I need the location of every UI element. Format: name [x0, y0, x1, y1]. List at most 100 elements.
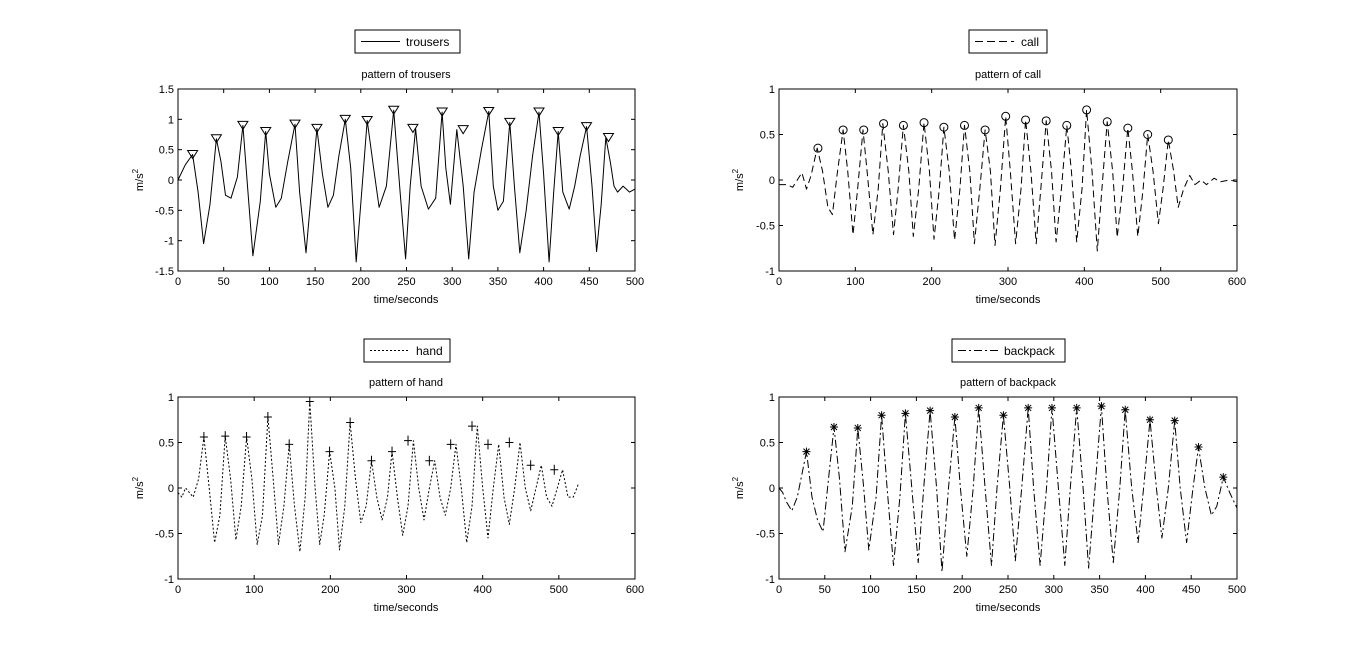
- x-tick-label: 0: [776, 584, 782, 596]
- peak-marker: [602, 133, 615, 143]
- x-tick-label: 500: [550, 584, 568, 596]
- peak-marker: [361, 116, 374, 126]
- legend: backpack: [951, 338, 1066, 363]
- chart-title: pattern of backpack: [960, 377, 1057, 389]
- peak-marker: [446, 439, 455, 450]
- y-tick-label: -0.5: [756, 221, 775, 233]
- x-axis-label: time/seconds: [976, 602, 1041, 614]
- peak-marker: [406, 123, 419, 134]
- peak-marker: [339, 114, 352, 125]
- x-tick-label: 0: [175, 276, 181, 288]
- peak-marker: [468, 421, 477, 432]
- x-tick-label: 0: [776, 276, 782, 288]
- peak-marker: [388, 446, 397, 457]
- peak-marker: [926, 406, 935, 415]
- peak-marker: [387, 105, 400, 116]
- legend-box: [354, 29, 461, 54]
- peak-marker: [802, 447, 811, 456]
- x-tick-label: 100: [260, 276, 278, 288]
- x-tick-label: 300: [1045, 584, 1063, 596]
- peak-marker: [879, 119, 889, 129]
- peak-marker: [482, 106, 495, 117]
- peak-marker: [1047, 403, 1056, 412]
- peak-marker: [950, 413, 959, 422]
- y-tick-label: 0: [769, 175, 775, 187]
- peak-marker: [526, 460, 535, 471]
- peak-marker: [210, 134, 223, 144]
- y-tick-label: -0.5: [756, 529, 775, 541]
- y-tick-label: -1: [765, 266, 775, 278]
- series-line-trousers: [177, 109, 636, 263]
- x-tick-label: 100: [245, 584, 263, 596]
- y-axis-label: m/s2: [131, 476, 146, 499]
- x-tick-label: 300: [443, 276, 461, 288]
- peak-marker: [1024, 403, 1033, 412]
- peak-marker: [980, 125, 990, 135]
- peak-marker: [877, 411, 886, 420]
- peak-marker: [285, 439, 294, 450]
- legend-box: [951, 338, 1066, 363]
- y-tick-label: 1: [168, 114, 174, 126]
- peak-marker: [1170, 416, 1179, 425]
- peak-marker: [901, 409, 910, 418]
- x-tick-label: 350: [1090, 584, 1108, 596]
- y-tick-label: -1: [765, 574, 775, 586]
- y-tick-label: -1: [164, 574, 174, 586]
- y-tick-label: -1.5: [155, 266, 174, 278]
- x-tick-label: 450: [1182, 584, 1200, 596]
- y-tick-label: 1: [769, 84, 775, 96]
- peak-marker: [853, 423, 862, 432]
- x-tick-label: 100: [861, 584, 879, 596]
- x-tick-label: 500: [1151, 276, 1169, 288]
- peak-marker: [580, 122, 593, 132]
- x-tick-label: 400: [1075, 276, 1093, 288]
- peak-marker: [813, 143, 823, 153]
- x-axis-label: time/seconds: [976, 294, 1041, 306]
- peak-marker: [346, 417, 355, 428]
- peak-marker: [236, 120, 249, 131]
- x-tick-label: 450: [580, 276, 598, 288]
- peak-marker: [425, 455, 434, 466]
- chart-title: pattern of call: [975, 69, 1041, 81]
- x-tick-label: 400: [534, 276, 552, 288]
- plot-area: [778, 396, 1238, 580]
- x-axis-label: time/seconds: [374, 294, 439, 306]
- peak-marker: [1121, 405, 1130, 414]
- peak-marker: [199, 432, 208, 443]
- x-tick-label: 500: [626, 276, 644, 288]
- peak-marker: [533, 107, 545, 117]
- peak-marker: [404, 435, 413, 446]
- peak-marker: [959, 120, 969, 130]
- x-tick-label: 600: [1228, 276, 1246, 288]
- x-tick-label: 400: [473, 584, 491, 596]
- peak-marker: [221, 431, 230, 442]
- y-tick-label: 1.5: [159, 84, 174, 96]
- peak-marker: [311, 123, 323, 134]
- x-tick-label: 200: [321, 584, 339, 596]
- peak-marker: [1219, 473, 1228, 482]
- peak-marker: [436, 107, 449, 117]
- peak-marker: [838, 125, 848, 135]
- y-tick-label: -0.5: [155, 529, 174, 541]
- y-tick-label: 0.5: [159, 438, 174, 450]
- peak-marker: [1194, 443, 1203, 452]
- peak-marker: [859, 125, 869, 135]
- peak-marker: [898, 120, 908, 130]
- legend-label: call: [1021, 35, 1039, 49]
- series-line-backpack: [778, 405, 1238, 573]
- y-tick-label: 1: [769, 392, 775, 404]
- y-tick-label: 0: [769, 483, 775, 495]
- x-tick-label: 50: [218, 276, 230, 288]
- x-tick-label: 50: [819, 584, 831, 596]
- x-tick-label: 250: [397, 276, 415, 288]
- peak-marker: [1143, 130, 1153, 139]
- x-tick-label: 150: [907, 584, 925, 596]
- chart-title: pattern of hand: [369, 377, 443, 389]
- peak-marker: [1123, 123, 1133, 133]
- x-tick-label: 250: [999, 584, 1017, 596]
- y-axis-label: m/s2: [131, 168, 146, 191]
- y-tick-label: 0: [168, 175, 174, 187]
- series-line-call: [779, 109, 1238, 252]
- peak-marker: [325, 446, 334, 457]
- peak-marker: [1097, 402, 1106, 411]
